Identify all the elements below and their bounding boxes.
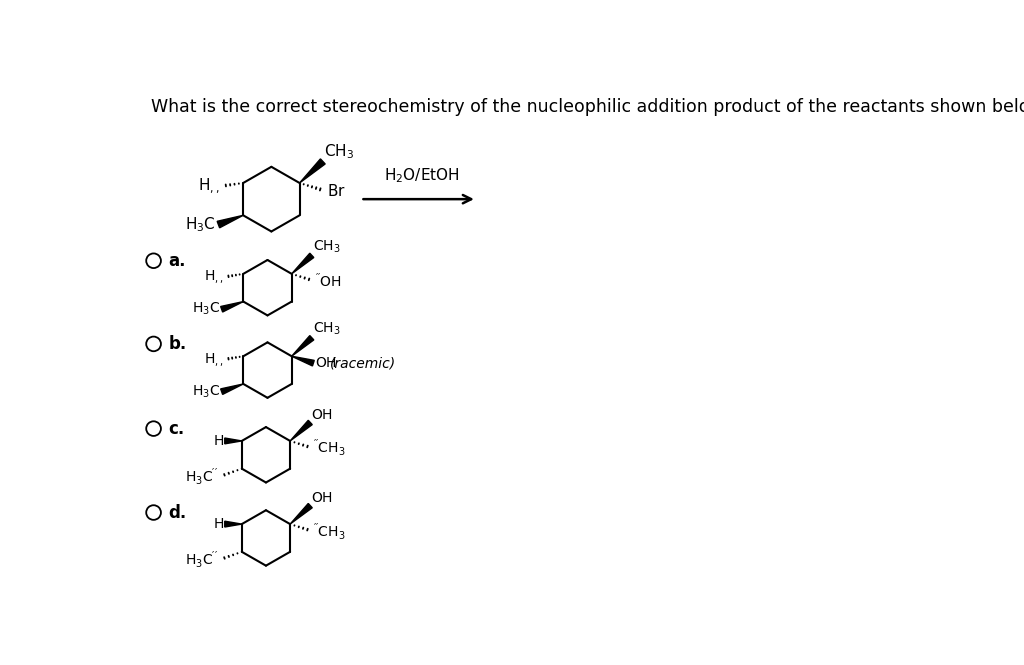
Polygon shape [292, 336, 313, 356]
Text: $\mathregular{H_3C}$: $\mathregular{H_3C}$ [191, 384, 220, 400]
Text: a.: a. [168, 252, 185, 270]
Text: $\mathregular{OH}$: $\mathregular{OH}$ [311, 408, 333, 422]
Text: $\mathregular{H_{,,}}$: $\mathregular{H_{,,}}$ [204, 351, 223, 368]
Text: $\mathregular{H_{,,}}$: $\mathregular{H_{,,}}$ [198, 176, 219, 196]
Text: $\mathregular{OH}$: $\mathregular{OH}$ [315, 356, 337, 370]
Text: $\mathregular{OH}$: $\mathregular{OH}$ [311, 491, 333, 505]
Text: What is the correct stereochemistry of the nucleophilic addition product of the : What is the correct stereochemistry of t… [152, 98, 1024, 116]
Text: $\mathregular{''OH}$: $\mathregular{''OH}$ [315, 271, 342, 290]
Text: $\mathregular{CH_3}$: $\mathregular{CH_3}$ [325, 142, 354, 161]
Polygon shape [290, 503, 312, 524]
Text: (racemic): (racemic) [331, 356, 396, 370]
Polygon shape [292, 253, 313, 274]
Text: $\mathregular{Br}$: $\mathregular{Br}$ [327, 183, 345, 199]
Polygon shape [217, 215, 243, 228]
Text: $\mathregular{CH_3}$: $\mathregular{CH_3}$ [312, 238, 340, 255]
Polygon shape [224, 521, 242, 527]
Text: $\mathregular{H_{,,}}$: $\mathregular{H_{,,}}$ [204, 269, 223, 285]
Polygon shape [224, 438, 242, 444]
Text: b.: b. [168, 335, 186, 353]
Text: $\mathregular{H_3C}$: $\mathregular{H_3C}$ [191, 301, 220, 317]
Polygon shape [292, 356, 314, 366]
Text: $\mathregular{''CH_3}$: $\mathregular{''CH_3}$ [313, 521, 346, 541]
Text: $\mathregular{H}$: $\mathregular{H}$ [213, 517, 224, 531]
Polygon shape [300, 159, 326, 183]
Text: $\mathregular{''CH_3}$: $\mathregular{''CH_3}$ [313, 438, 346, 458]
Text: $\mathregular{H_3C''}$: $\mathregular{H_3C''}$ [185, 466, 218, 487]
Polygon shape [220, 301, 244, 312]
Polygon shape [290, 420, 312, 441]
Text: c.: c. [168, 420, 184, 438]
Text: $\mathregular{H}$: $\mathregular{H}$ [213, 434, 224, 448]
Text: $\mathregular{CH_3}$: $\mathregular{CH_3}$ [312, 321, 340, 337]
Polygon shape [220, 384, 244, 394]
Text: d.: d. [168, 503, 186, 521]
Text: $\mathregular{H_3C}$: $\mathregular{H_3C}$ [185, 215, 216, 234]
Text: $\mathregular{H_3C''}$: $\mathregular{H_3C''}$ [185, 549, 218, 570]
Text: $\mathregular{H_2O/EtOH}$: $\mathregular{H_2O/EtOH}$ [384, 167, 460, 186]
